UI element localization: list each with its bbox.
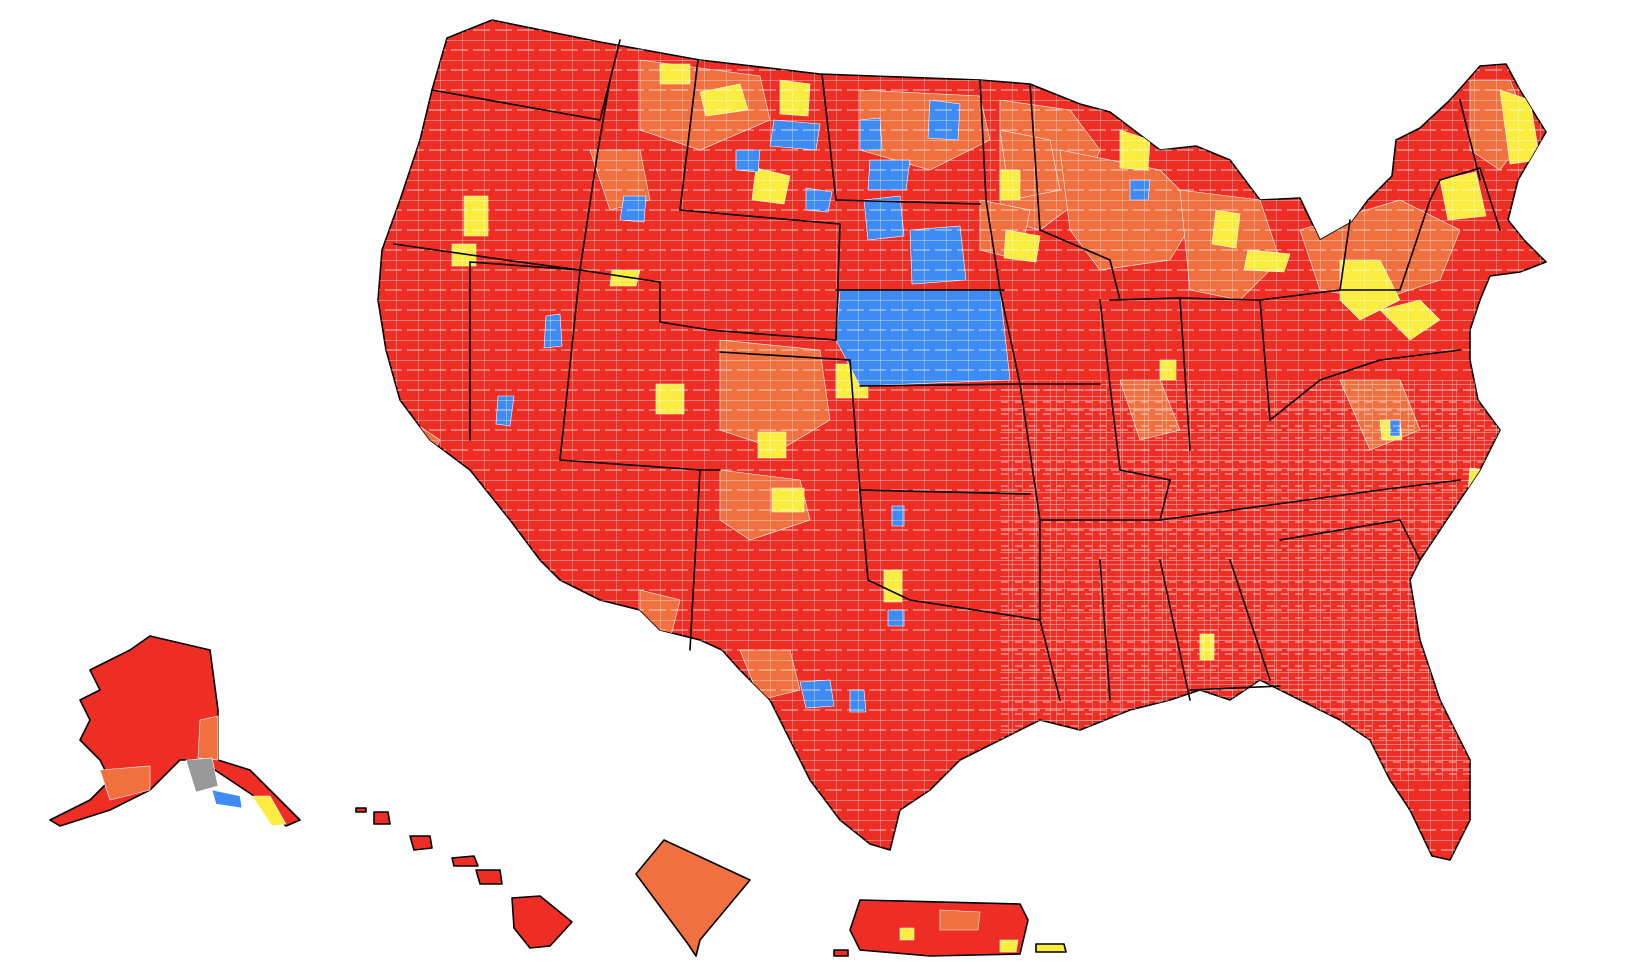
district-of-columbia xyxy=(635,839,751,957)
alaska-low-region xyxy=(211,789,243,809)
hawaii-kauai xyxy=(373,811,391,825)
hawaii-oahu xyxy=(409,835,433,851)
hawaii xyxy=(355,807,573,949)
alaska-no-data-region xyxy=(185,757,219,793)
hawaii-big-island xyxy=(511,895,573,949)
dc-shape xyxy=(635,839,751,957)
alaska-substantial-south xyxy=(99,765,151,801)
county-borders-east xyxy=(1000,380,1500,780)
contiguous-united-states xyxy=(377,19,1547,861)
state-borders xyxy=(393,39,1501,701)
alaska xyxy=(49,635,301,827)
puerto-rico xyxy=(833,899,1067,957)
hawaii-molokai xyxy=(451,855,479,867)
county-patches xyxy=(378,20,1546,860)
puerto-rico-vieques xyxy=(1035,943,1067,953)
alaska-moderate-region xyxy=(251,795,287,827)
hawaii-niihau xyxy=(355,807,367,813)
puerto-rico-moderate-east xyxy=(999,939,1019,953)
alaska-substantial-region xyxy=(197,715,219,761)
puerto-rico-shape xyxy=(849,899,1029,957)
hawaii-maui xyxy=(475,869,503,885)
puerto-rico-moderate-region xyxy=(899,927,915,941)
puerto-rico-mona-island xyxy=(833,949,849,957)
puerto-rico-substantial-region xyxy=(939,909,981,931)
